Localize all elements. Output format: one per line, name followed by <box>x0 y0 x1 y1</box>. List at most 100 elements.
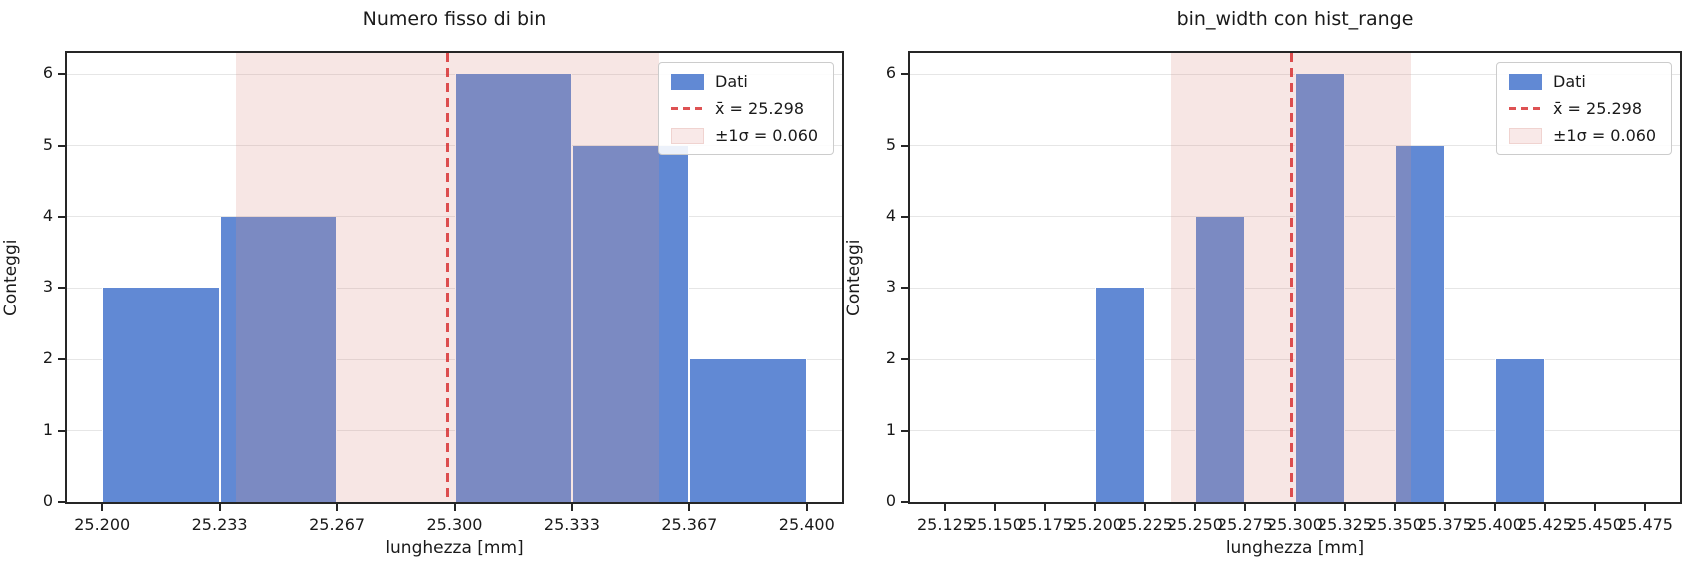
x-tick-label: 25.125 <box>917 515 973 534</box>
mean-line <box>445 53 449 502</box>
x-tick <box>1544 504 1546 511</box>
x-tick-label: 25.233 <box>191 515 248 534</box>
histogram-bar <box>1295 74 1345 502</box>
legend-dashed-line-icon <box>1509 107 1542 110</box>
x-tick <box>1444 504 1446 511</box>
x-tick <box>688 504 691 511</box>
x-tick-label: 25.400 <box>778 515 835 534</box>
y-tick-label: 3 <box>42 277 53 297</box>
y-tick <box>901 501 908 503</box>
legend-data-label: Dati <box>1553 72 1586 91</box>
left-xaxis-label: lunghezza [mm] <box>385 538 524 558</box>
y-tick-label: 1 <box>885 419 896 439</box>
legend-row-data: Dati <box>671 72 821 91</box>
x-tick-label: 25.225 <box>1117 515 1173 534</box>
plot-frame <box>908 51 1682 504</box>
x-tick <box>1344 504 1346 511</box>
y-tick <box>58 287 65 290</box>
y-tick <box>901 144 908 147</box>
y-tick-label: 6 <box>885 63 896 83</box>
right-plot-title: bin_width con hist_range <box>1176 8 1414 30</box>
histogram-bar <box>454 74 572 502</box>
x-tick <box>570 504 573 511</box>
x-tick-label: 25.267 <box>309 515 366 534</box>
y-tick-label: 1 <box>42 419 53 439</box>
legend-band-swatch-icon <box>671 127 704 144</box>
mean-line <box>1289 53 1293 502</box>
x-tick <box>944 504 946 511</box>
x-tick <box>1144 504 1146 511</box>
x-tick-label: 25.425 <box>1517 515 1573 534</box>
histogram-bar <box>689 359 807 502</box>
x-tick-label: 25.350 <box>1367 515 1423 534</box>
x-tick <box>1294 504 1296 511</box>
y-tick <box>58 358 65 361</box>
x-tick <box>1594 504 1596 511</box>
legend-data-label: Dati <box>715 72 748 91</box>
x-tick <box>1044 504 1046 511</box>
y-tick-label: 4 <box>885 205 896 225</box>
x-tick-label: 25.333 <box>543 515 600 534</box>
y-tick <box>901 358 908 361</box>
x-tick-label: 25.400 <box>1467 515 1523 534</box>
y-tick <box>58 144 65 147</box>
x-tick <box>1094 504 1096 511</box>
plot-frame <box>65 51 844 504</box>
x-tick-label: 25.475 <box>1617 515 1673 534</box>
x-tick <box>218 504 221 511</box>
x-tick <box>101 504 104 511</box>
y-tick <box>901 73 908 76</box>
histogram-bar <box>1195 216 1245 502</box>
x-tick-label: 25.450 <box>1567 515 1623 534</box>
y-tick <box>58 215 65 218</box>
left-legend: Dati x̄ = 25.298 ±1σ = 0.060 <box>658 62 834 155</box>
legend-row-mean: x̄ = 25.298 <box>1509 99 1659 118</box>
legend-row-data: Dati <box>1509 72 1659 91</box>
x-tick-label: 25.200 <box>1067 515 1123 534</box>
x-tick-label: 25.367 <box>661 515 718 534</box>
x-tick-label: 25.250 <box>1167 515 1223 534</box>
legend-band-label: ±1σ = 0.060 <box>1553 126 1657 145</box>
legend-bar-swatch-icon <box>1509 73 1542 90</box>
y-tick-label: 2 <box>885 348 896 368</box>
x-tick-label: 25.200 <box>74 515 131 534</box>
y-tick-label: 0 <box>42 491 53 510</box>
x-tick <box>1644 504 1646 511</box>
y-tick-label: 5 <box>885 134 896 154</box>
x-tick <box>805 504 808 511</box>
histogram-bar <box>219 216 338 502</box>
x-tick <box>453 504 456 511</box>
x-tick <box>336 504 339 511</box>
x-tick <box>1494 504 1496 511</box>
x-tick-label: 25.375 <box>1417 515 1473 534</box>
y-tick-label: 3 <box>885 277 896 297</box>
left-plot-title: Numero fisso di bin <box>362 8 547 30</box>
right-xaxis-label: lunghezza [mm] <box>1225 538 1365 558</box>
y-tick <box>58 73 65 76</box>
histogram-bar <box>1095 288 1145 502</box>
legend-mean-label: x̄ = 25.298 <box>715 99 805 118</box>
y-tick <box>58 429 65 432</box>
y-tick-label: 6 <box>42 63 53 83</box>
y-tick-label: 5 <box>42 134 53 154</box>
x-tick <box>1194 504 1196 511</box>
legend-bar-swatch-icon <box>671 73 704 90</box>
y-tick <box>901 215 908 218</box>
y-tick-label: 0 <box>885 491 896 510</box>
legend-row-band: ±1σ = 0.060 <box>1509 126 1659 145</box>
x-tick <box>1394 504 1396 511</box>
legend-band-label: ±1σ = 0.060 <box>715 126 819 145</box>
legend-row-mean: x̄ = 25.298 <box>671 99 821 118</box>
right-legend: Dati x̄ = 25.298 ±1σ = 0.060 <box>1496 62 1672 155</box>
x-tick-label: 25.150 <box>967 515 1023 534</box>
x-tick-label: 25.325 <box>1317 515 1373 534</box>
x-tick-label: 25.300 <box>1267 515 1323 534</box>
legend-mean-label: x̄ = 25.298 <box>1553 99 1643 118</box>
y-tick <box>901 287 908 290</box>
y-tick-label: 2 <box>42 348 53 368</box>
x-tick <box>1244 504 1246 511</box>
histogram-bar <box>571 145 690 502</box>
histogram-bar <box>1395 145 1445 502</box>
x-tick-label: 25.275 <box>1217 515 1273 534</box>
